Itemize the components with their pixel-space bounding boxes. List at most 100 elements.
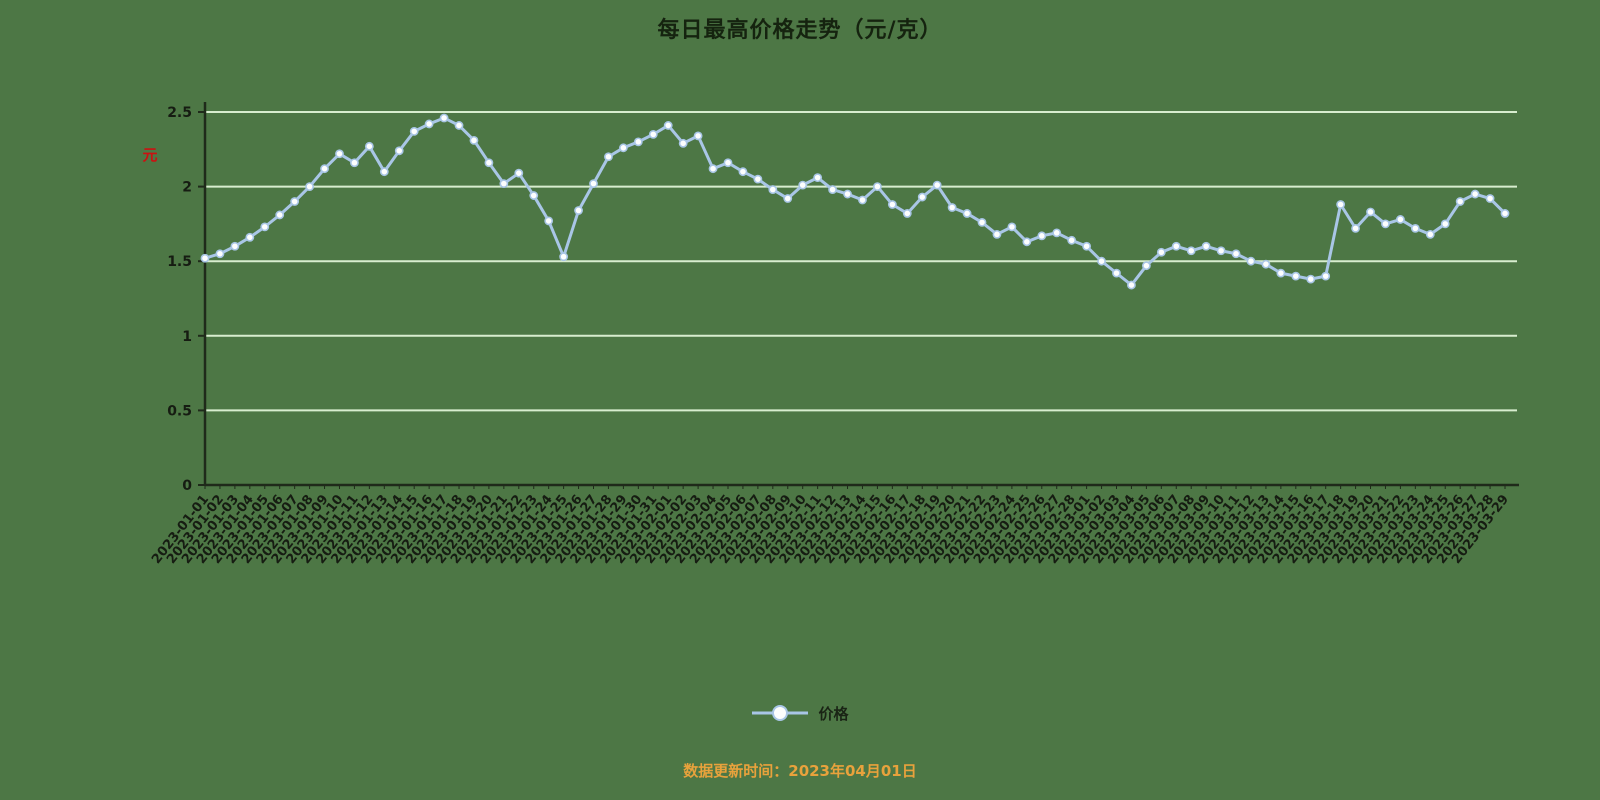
data-point bbox=[514, 168, 524, 178]
data-point bbox=[798, 180, 808, 190]
data-point bbox=[484, 158, 494, 168]
data-point bbox=[1246, 256, 1256, 266]
data-point bbox=[1381, 219, 1390, 229]
data-point bbox=[1171, 241, 1181, 251]
data-point bbox=[1366, 207, 1375, 217]
caption: 数据更新时间：2023年04月01日 bbox=[683, 762, 917, 780]
data-point bbox=[843, 189, 852, 199]
data-point bbox=[439, 113, 449, 123]
data-point bbox=[738, 167, 748, 177]
data-point bbox=[1336, 200, 1346, 209]
data-point bbox=[992, 229, 1002, 239]
data-point bbox=[335, 149, 344, 159]
data-point bbox=[723, 158, 733, 168]
data-point bbox=[1112, 268, 1121, 278]
data-point bbox=[873, 182, 882, 191]
y-tick-label: 0.5 bbox=[167, 403, 192, 419]
data-point bbox=[887, 200, 897, 209]
data-point bbox=[813, 173, 823, 183]
data-point bbox=[753, 174, 763, 184]
data-point bbox=[305, 182, 314, 191]
data-point bbox=[1186, 246, 1196, 256]
data-point bbox=[1470, 189, 1480, 199]
data-point bbox=[320, 164, 329, 174]
data-point bbox=[559, 252, 569, 262]
data-point bbox=[902, 209, 912, 218]
data-point bbox=[1500, 209, 1510, 218]
data-point bbox=[977, 218, 987, 227]
data-point bbox=[469, 135, 479, 145]
data-point bbox=[574, 206, 583, 215]
data-point bbox=[858, 195, 867, 205]
data-point bbox=[678, 138, 688, 148]
y-tick-label: 1 bbox=[182, 329, 192, 345]
data-point bbox=[454, 121, 464, 130]
data-point bbox=[1440, 219, 1450, 229]
data-point bbox=[1261, 259, 1271, 269]
data-point bbox=[962, 209, 972, 218]
legend-label: 价格 bbox=[818, 704, 849, 723]
data-point bbox=[499, 179, 509, 189]
data-point bbox=[1141, 261, 1151, 271]
data-point bbox=[200, 253, 210, 263]
data-point bbox=[1216, 246, 1226, 256]
data-point bbox=[275, 210, 285, 220]
data-point bbox=[1231, 249, 1241, 259]
data-point bbox=[1351, 223, 1360, 233]
data-point bbox=[947, 203, 957, 212]
data-point bbox=[604, 152, 613, 162]
data-point bbox=[350, 158, 359, 168]
data-point bbox=[1306, 274, 1316, 284]
data-point bbox=[618, 143, 628, 153]
y-tick-label: 2 bbox=[182, 180, 192, 196]
data-point bbox=[215, 249, 225, 259]
data-point bbox=[1067, 235, 1077, 245]
data-point bbox=[1485, 194, 1495, 203]
data-point bbox=[379, 167, 389, 177]
data-point bbox=[589, 179, 598, 189]
data-point bbox=[424, 119, 434, 129]
price-line bbox=[203, 116, 1507, 287]
data-point bbox=[1410, 223, 1420, 233]
data-point bbox=[409, 126, 419, 136]
data-point bbox=[290, 197, 300, 206]
data-point bbox=[1097, 256, 1106, 266]
data-point bbox=[1201, 241, 1211, 251]
data-point bbox=[364, 141, 374, 151]
data-point bbox=[663, 121, 673, 130]
data-point bbox=[828, 185, 837, 194]
data-point bbox=[1396, 215, 1405, 224]
data-point bbox=[1127, 280, 1136, 290]
data-point bbox=[260, 222, 270, 232]
data-point bbox=[1082, 241, 1092, 251]
y-tick-label: 1.5 bbox=[167, 254, 192, 270]
data-point bbox=[529, 191, 539, 200]
data-point bbox=[783, 194, 793, 203]
data-point bbox=[230, 241, 240, 251]
data-point bbox=[1037, 231, 1047, 241]
data-point bbox=[1022, 237, 1032, 247]
data-point bbox=[394, 146, 404, 156]
y-tick-label: 0 bbox=[182, 478, 192, 494]
data-point bbox=[544, 216, 554, 226]
legend-circle-icon bbox=[772, 705, 789, 721]
y-axis-unit-label: 元 bbox=[142, 146, 157, 164]
data-point bbox=[648, 129, 658, 139]
data-point bbox=[1156, 247, 1166, 257]
data-point bbox=[1425, 229, 1435, 239]
data-point bbox=[932, 180, 942, 190]
legend[interactable]: 价格 bbox=[0, 702, 1600, 724]
price-line-chart: 00.511.522.5元2023-01-012023-01-022023-01… bbox=[142, 102, 1519, 567]
data-point bbox=[245, 232, 255, 242]
data-point bbox=[1321, 271, 1331, 281]
y-tick-label: 2.5 bbox=[167, 105, 192, 121]
data-point bbox=[1007, 222, 1017, 232]
chart-title: 每日最高价格走势（元/克） bbox=[657, 18, 943, 43]
data-point bbox=[633, 137, 643, 147]
data-point bbox=[917, 192, 927, 202]
data-point bbox=[693, 131, 703, 141]
data-point bbox=[708, 164, 718, 174]
data-point bbox=[1291, 271, 1301, 281]
data-point bbox=[1455, 197, 1465, 206]
